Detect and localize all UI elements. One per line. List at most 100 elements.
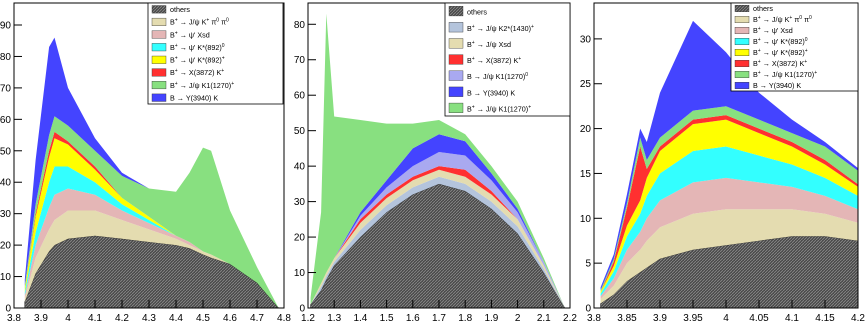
legend-entry: B+ → J/ψ K1(1270)+ bbox=[753, 70, 817, 79]
legend: others B+ → J/ψ K+ π0 π0 B+ → ψ' Xsd B+ → ψ… bbox=[147, 2, 284, 105]
y-tick-label: 50 bbox=[294, 126, 306, 137]
x-tick-label: 1.4 bbox=[353, 313, 367, 324]
chart-panel-3: 3.8 3.85 3.9 3.95 4 4.05 4.1 4.15 4.2 0 5 10 15 20 25 3… bbox=[580, 2, 865, 324]
legend-swatch bbox=[448, 70, 464, 81]
legend-entry: B+ → ψ' K*(892)+ bbox=[170, 56, 225, 65]
legend-entry: B → J/ψ K1(1270)0 bbox=[467, 72, 528, 81]
legend-swatch bbox=[151, 17, 167, 26]
y-tick-label: 0 bbox=[585, 304, 591, 315]
legend-swatch bbox=[734, 4, 750, 12]
y-tick-label: 15 bbox=[580, 169, 592, 180]
x-tick-label: 1.3 bbox=[327, 313, 341, 324]
x-tick-label: 4.1 bbox=[785, 313, 799, 324]
legend-swatch bbox=[151, 55, 167, 64]
area-series-8 bbox=[600, 20, 858, 291]
legend-swatch bbox=[448, 86, 464, 97]
y-tick-label: 30 bbox=[294, 197, 306, 208]
legend-entry: others bbox=[467, 8, 487, 17]
area-series-5 bbox=[600, 119, 858, 294]
x-tick-label: 1.2 bbox=[301, 313, 315, 324]
legend-swatch bbox=[734, 16, 750, 24]
x-tick-label: 1.8 bbox=[458, 313, 472, 324]
y-tick-label: 20 bbox=[0, 241, 11, 252]
x-tick-label: 3.85 bbox=[617, 313, 637, 324]
x-tick-label: 3.8 bbox=[7, 313, 21, 324]
x-tick-label: 4.8 bbox=[277, 313, 291, 324]
legend-swatch bbox=[734, 81, 750, 89]
legend-entry: B+ → J/ψ K2*(1430)+ bbox=[467, 24, 534, 33]
x-tick-label: 4.2 bbox=[851, 313, 865, 324]
legend-swatch bbox=[448, 38, 464, 49]
y-tick-label: 90 bbox=[0, 21, 11, 32]
legend-swatch bbox=[734, 27, 750, 35]
x-tick-label: 1.6 bbox=[406, 313, 420, 324]
x-tick-label: 3.95 bbox=[683, 313, 703, 324]
x-tick-label: 2 bbox=[515, 313, 521, 324]
legend: others B+ → J/ψ K2*(1430)+ B+ → J/ψ Xsd B+ … bbox=[444, 2, 571, 117]
x-tick-label: 4.15 bbox=[815, 313, 835, 324]
area-series-7 bbox=[310, 13, 565, 308]
chart-panel-1: 3.8 3.9 4 4.1 4.2 4.3 4.4 4.5 4.6 4.7 4.8 0 10 20 30 40… bbox=[0, 2, 291, 324]
y-tick-label: 40 bbox=[294, 162, 306, 173]
legend-entry: B+ → J/ψ K+ π0 π0 bbox=[170, 18, 229, 27]
x-tick-label: 2.1 bbox=[537, 313, 551, 324]
legend: others B+ → J/ψ K+ π0 π0 B+ → ψ' Xsd B+ → ψ… bbox=[730, 2, 859, 92]
y-tick-label: 10 bbox=[0, 272, 11, 283]
legend-entry: others bbox=[753, 4, 773, 13]
y-tick-label: 10 bbox=[580, 214, 592, 225]
legend-entry: B+ → X(3872) K+ bbox=[170, 68, 224, 77]
legend-swatch bbox=[734, 38, 750, 46]
legend-entry: B+ → ψ' K*(892)+ bbox=[753, 48, 808, 57]
y-tick-label: 0 bbox=[5, 304, 11, 315]
area-series-4 bbox=[600, 146, 858, 297]
legend-swatch bbox=[151, 93, 167, 102]
y-tick-label: 20 bbox=[580, 124, 592, 135]
legend-swatch bbox=[448, 22, 464, 33]
area-series-8 bbox=[24, 37, 279, 308]
x-tick-label: 2.2 bbox=[563, 313, 577, 324]
legend-entry: others bbox=[170, 5, 190, 14]
y-tick-label: 30 bbox=[0, 209, 11, 220]
area-series-4 bbox=[24, 166, 279, 308]
y-tick-label: 60 bbox=[0, 115, 11, 126]
x-tick-label: 4 bbox=[65, 313, 71, 324]
y-tick-label: 0 bbox=[299, 304, 305, 315]
x-tick-label: 3.8 bbox=[587, 313, 601, 324]
legend-swatch bbox=[448, 54, 464, 65]
legend-swatch bbox=[734, 49, 750, 57]
legend-entry: B+ → J/ψ K1(1270)+ bbox=[170, 81, 234, 90]
legend-swatch bbox=[151, 68, 167, 77]
legend-swatch bbox=[151, 81, 167, 90]
legend-swatch bbox=[448, 6, 464, 17]
legend-entry: B → Y(3940) K bbox=[170, 93, 218, 102]
x-tick-label: 4.6 bbox=[223, 313, 237, 324]
y-tick-label: 80 bbox=[0, 52, 11, 63]
area-series-5 bbox=[24, 138, 279, 308]
x-tick-label: 4.05 bbox=[749, 313, 769, 324]
area-series-2 bbox=[24, 210, 279, 308]
x-tick-label: 1.5 bbox=[380, 313, 394, 324]
legend-swatch bbox=[734, 70, 750, 78]
legend-entry: B+ → J/ψ Xsd bbox=[467, 40, 511, 49]
legend-entry: B → Y(3940) K bbox=[467, 88, 515, 97]
legend-entry: B+ → J/ψ K+ π0 π0 bbox=[753, 15, 812, 24]
y-tick-label: 30 bbox=[580, 34, 592, 45]
y-tick-label: 70 bbox=[294, 55, 306, 66]
x-tick-label: 4.2 bbox=[115, 313, 129, 324]
area-series-3 bbox=[310, 169, 565, 308]
x-tick-label: 4.1 bbox=[88, 313, 102, 324]
legend-entry: B+ → ψ' K*(892)0 bbox=[170, 43, 225, 52]
area-series-7 bbox=[24, 116, 279, 308]
legend-swatch bbox=[448, 102, 464, 113]
legend-swatch bbox=[151, 5, 167, 14]
legend-entry: B+ → J/ψ K1(1270)+ bbox=[467, 104, 531, 113]
legend-entry: B+ → ψ' K*(892)0 bbox=[753, 37, 808, 46]
x-tick-label: 3.9 bbox=[653, 313, 667, 324]
area-series-2 bbox=[600, 209, 858, 304]
x-tick-label: 4.4 bbox=[169, 313, 183, 324]
legend-entry: B+ → X(3872) K+ bbox=[753, 59, 807, 68]
y-tick-label: 25 bbox=[580, 79, 592, 90]
legend-swatch bbox=[151, 30, 167, 39]
y-tick-label: 10 bbox=[294, 268, 306, 279]
